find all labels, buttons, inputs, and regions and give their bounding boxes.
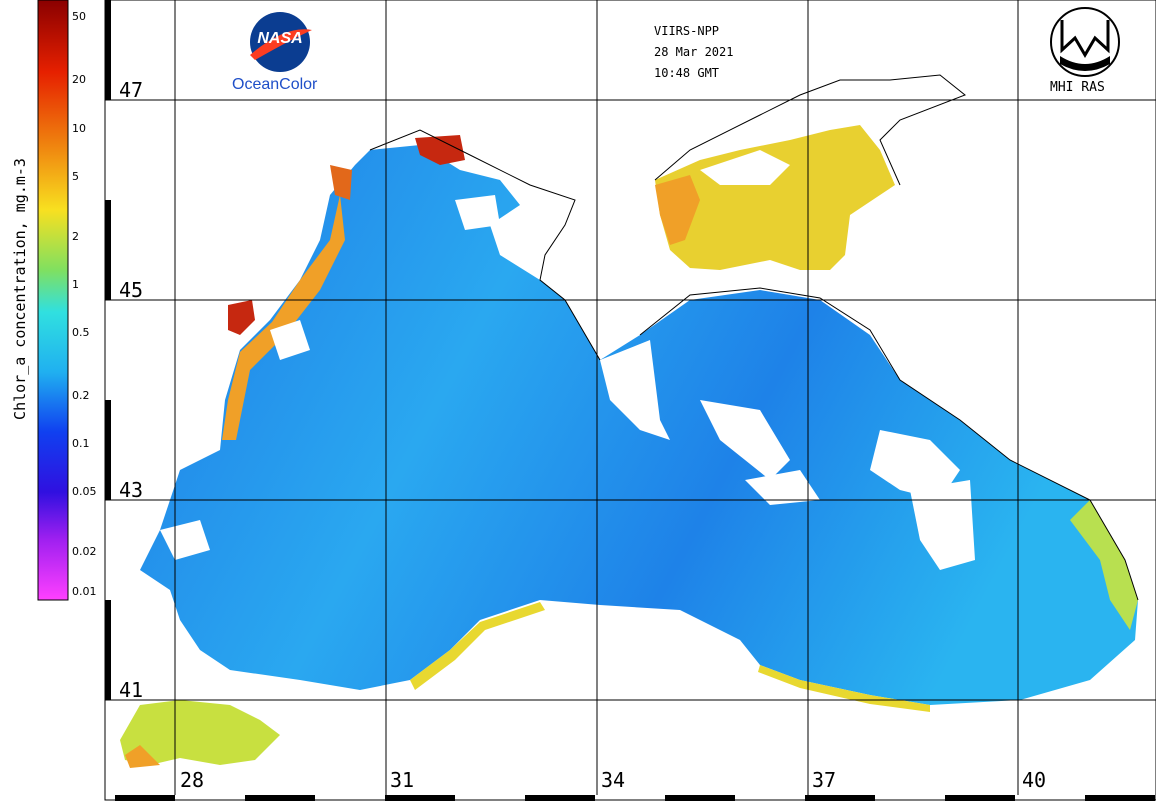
azov-bloom	[655, 175, 700, 245]
colorbar-tick: 2	[72, 230, 79, 243]
colorbar	[37, 0, 69, 601]
marmara-bloom	[125, 745, 160, 768]
cloud-gaps	[160, 195, 975, 570]
satellite-label: VIIRS-NPP	[654, 24, 720, 38]
lat-label-47: 47	[119, 78, 144, 102]
sea-of-azov	[655, 125, 895, 270]
mhi-emblem	[1060, 20, 1110, 58]
azov-cloud	[700, 150, 790, 185]
mhi-logo	[1050, 7, 1120, 77]
colorbar-tick: 0.1	[72, 437, 90, 450]
colorbar-tick: 10	[72, 122, 86, 135]
colorbar-tick: 0.05	[72, 485, 97, 498]
nasa-swoosh	[250, 29, 312, 60]
coastline	[369, 74, 1139, 601]
colorbar-tick: 20	[72, 73, 86, 86]
east-coast-band	[1070, 500, 1138, 630]
lon-label-31: 31	[390, 768, 415, 792]
colorbar-tick: 0.2	[72, 389, 90, 402]
graticule	[105, 0, 1156, 795]
colorbar-tick: 50	[72, 10, 86, 23]
lat-label-41: 41	[119, 678, 144, 702]
south-coast-band	[410, 602, 545, 690]
colorbar-tick: 1	[72, 278, 79, 291]
colorbar-tick: 0.5	[72, 326, 90, 339]
left-axis-ticks	[105, 0, 111, 700]
nasa-wordmark: NASA	[257, 30, 303, 47]
odessa-bloom	[330, 165, 352, 200]
time-label: 10:48 GMT	[654, 66, 720, 80]
danube-plume	[228, 300, 255, 335]
sea-of-marmara	[120, 700, 280, 765]
colorbar-tick: 0.02	[72, 545, 97, 558]
colorbar-title: Chlor_a concentration, mg.m-3	[11, 158, 29, 420]
lat-label-45: 45	[119, 278, 144, 302]
date-label: 28 Mar 2021	[654, 45, 734, 59]
mhi-waves	[1060, 56, 1110, 71]
colorbar-tick: 0.01	[72, 585, 97, 598]
colorbar-tick: 5	[72, 170, 79, 183]
lat-label-43: 43	[119, 478, 144, 502]
lon-label-28: 28	[180, 768, 205, 792]
nw-coastal-bloom	[222, 195, 345, 440]
mhi-label: MHI RAS	[1050, 80, 1105, 95]
lon-label-34: 34	[601, 768, 626, 792]
oceancolor-label: OceanColor	[232, 76, 318, 93]
dnieper-plume	[415, 135, 465, 165]
bottom-axis-ticks	[115, 795, 1155, 801]
lon-label-40: 40	[1022, 768, 1047, 792]
lon-label-37: 37	[812, 768, 837, 792]
